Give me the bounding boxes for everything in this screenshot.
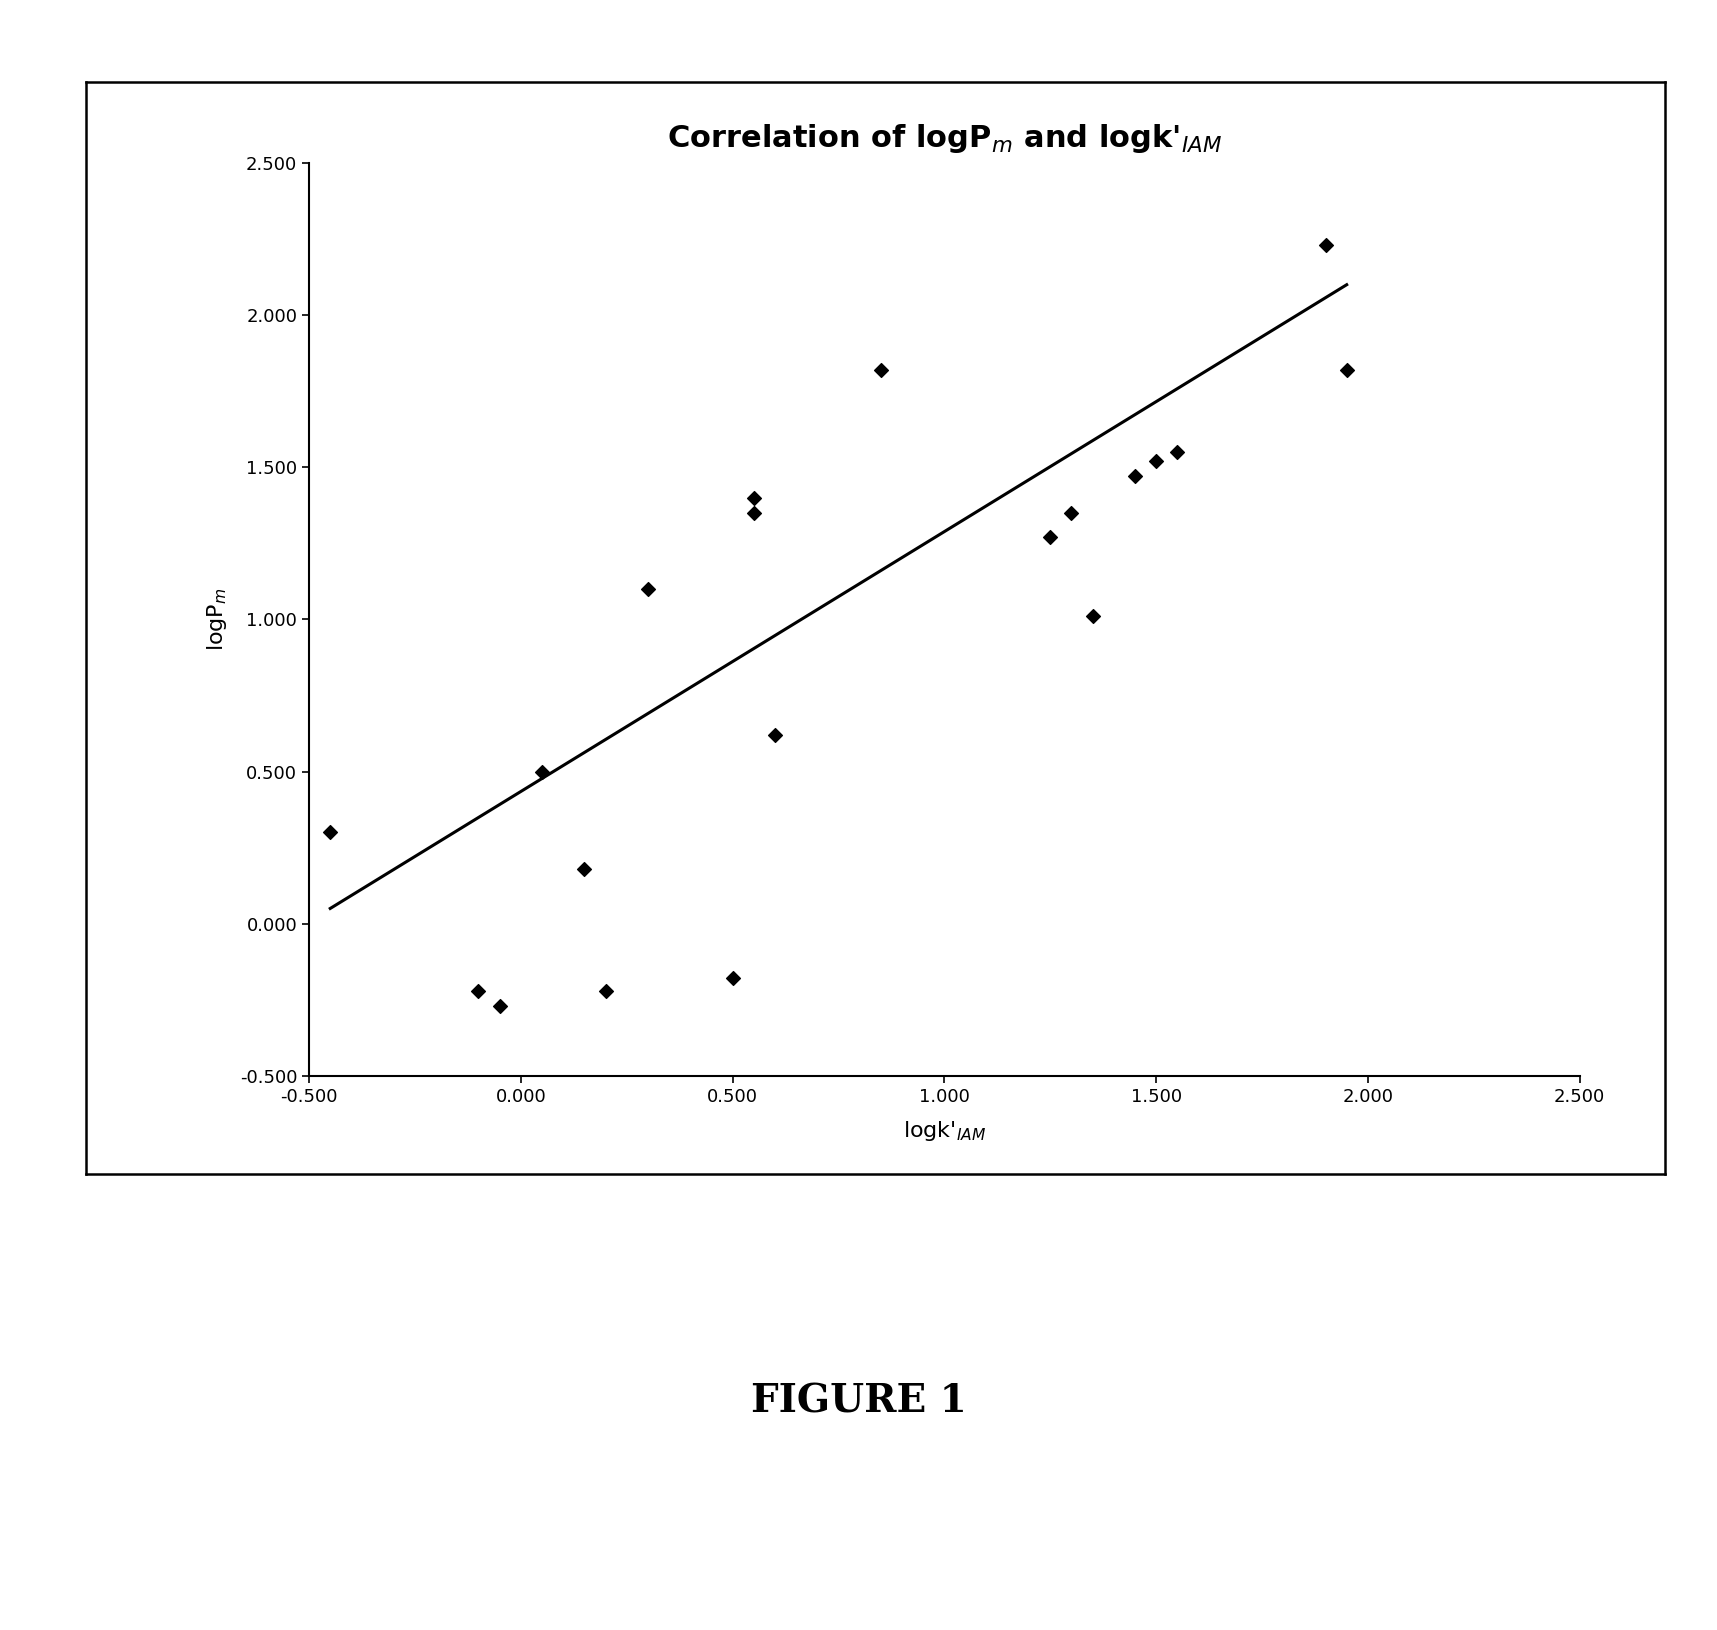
Point: [486, 993, 513, 1019]
Y-axis label: logP$_m$: logP$_m$: [204, 587, 228, 652]
Text: FIGURE 1: FIGURE 1: [750, 1382, 967, 1421]
Point: [1312, 231, 1339, 258]
Point: [740, 484, 767, 510]
Point: [634, 575, 661, 601]
Point: [529, 758, 556, 784]
Point: [867, 357, 895, 383]
Point: [316, 820, 343, 846]
Point: [1078, 603, 1106, 629]
Point: [719, 965, 747, 991]
Point: [1164, 438, 1192, 465]
Point: [570, 856, 598, 882]
Point: [1332, 357, 1360, 383]
Point: [1142, 448, 1169, 474]
Text: Correlation of logP$_m$ and logk'$_{IAM}$: Correlation of logP$_m$ and logk'$_{IAM}…: [666, 122, 1223, 155]
X-axis label: logk'$_{IAM}$: logk'$_{IAM}$: [903, 1120, 986, 1144]
Point: [740, 500, 767, 526]
Point: [1037, 525, 1065, 551]
Point: [1121, 463, 1149, 489]
Point: [1058, 500, 1085, 526]
Point: [592, 978, 620, 1004]
Point: [465, 978, 493, 1004]
Point: [761, 722, 788, 748]
